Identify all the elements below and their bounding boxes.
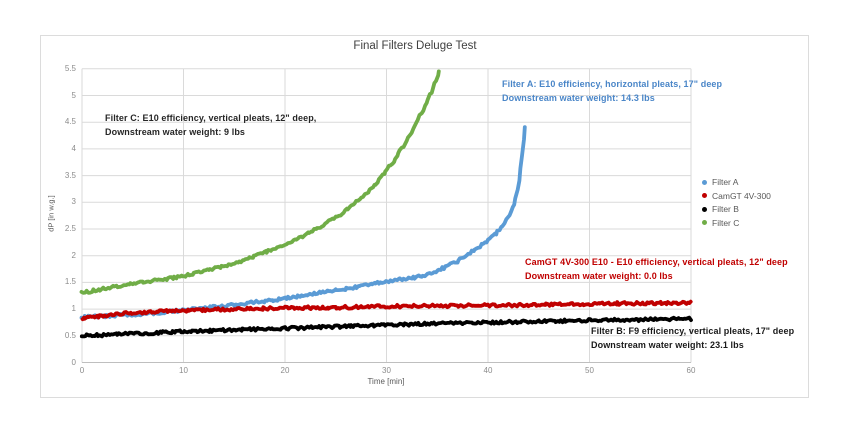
legend-item-filter-c: Filter C bbox=[702, 217, 739, 229]
x-tick-label: 30 bbox=[382, 366, 391, 375]
legend-label: Filter B bbox=[712, 204, 739, 214]
annotation-filter-b: Filter B: F9 efficiency, vertical pleats… bbox=[591, 326, 795, 350]
legend-item-filter-b: Filter B bbox=[702, 203, 739, 215]
y-axis-title: dP [in w.g.] bbox=[46, 195, 56, 232]
legend-marker-icon bbox=[702, 220, 707, 225]
legend-label: Filter C bbox=[712, 217, 740, 228]
legend-item-camgt-4v-300: CamGT 4V-300 bbox=[702, 190, 771, 202]
x-tick-label: 20 bbox=[280, 366, 290, 375]
y-tick-label: 3.5 bbox=[64, 170, 76, 180]
x-tick-label: 40 bbox=[483, 366, 493, 375]
series-line-camgt-4v-300 bbox=[80, 299, 693, 322]
y-tick-label: 4.5 bbox=[64, 117, 76, 127]
series-line-filter-c bbox=[79, 69, 441, 295]
x-tick-label: 50 bbox=[585, 366, 594, 375]
x-tick-label: 10 bbox=[179, 366, 188, 375]
legend-marker-icon bbox=[702, 193, 707, 198]
series-line-filter-a bbox=[79, 125, 527, 321]
chart-title: Final Filters Deluge Test bbox=[353, 40, 477, 52]
annotation-filter-a: Filter A: E10 efficiency, horizontal ple… bbox=[502, 79, 723, 103]
annotation-camgt-4v-300: CamGT 4V-300 E10 - E10 efficiency, verti… bbox=[525, 257, 788, 281]
legend-item-filter-a: Filter A bbox=[702, 176, 738, 188]
y-tick-label: 0 bbox=[71, 357, 76, 367]
legend-label: Filter A bbox=[712, 177, 739, 187]
legend-label: CamGT 4V-300 bbox=[712, 190, 771, 201]
y-tick-label: 1 bbox=[71, 304, 76, 314]
series-lines bbox=[79, 69, 693, 339]
y-tick-label: 4 bbox=[71, 143, 76, 153]
y-tick-label: 0.5 bbox=[64, 330, 76, 340]
y-tick-label: 2 bbox=[71, 250, 76, 260]
x-tick-label: 60 bbox=[686, 366, 696, 375]
y-tick-label: 3 bbox=[71, 197, 76, 207]
y-tick-label: 2.5 bbox=[64, 224, 76, 233]
x-tick-label: 0 bbox=[79, 366, 85, 375]
y-tick-label: 5.5 bbox=[64, 63, 76, 73]
y-tick-label: 1.5 bbox=[64, 277, 76, 287]
x-axis-title: Time [min] bbox=[367, 377, 405, 386]
series-line-filter-b bbox=[79, 315, 693, 339]
annotation-filter-c: Filter C: E10 efficiency, vertical pleat… bbox=[105, 113, 317, 137]
legend-marker-icon bbox=[702, 206, 707, 212]
legend-marker-icon bbox=[702, 179, 707, 185]
y-tick-label: 5 bbox=[71, 90, 76, 100]
gridlines bbox=[81, 68, 692, 363]
